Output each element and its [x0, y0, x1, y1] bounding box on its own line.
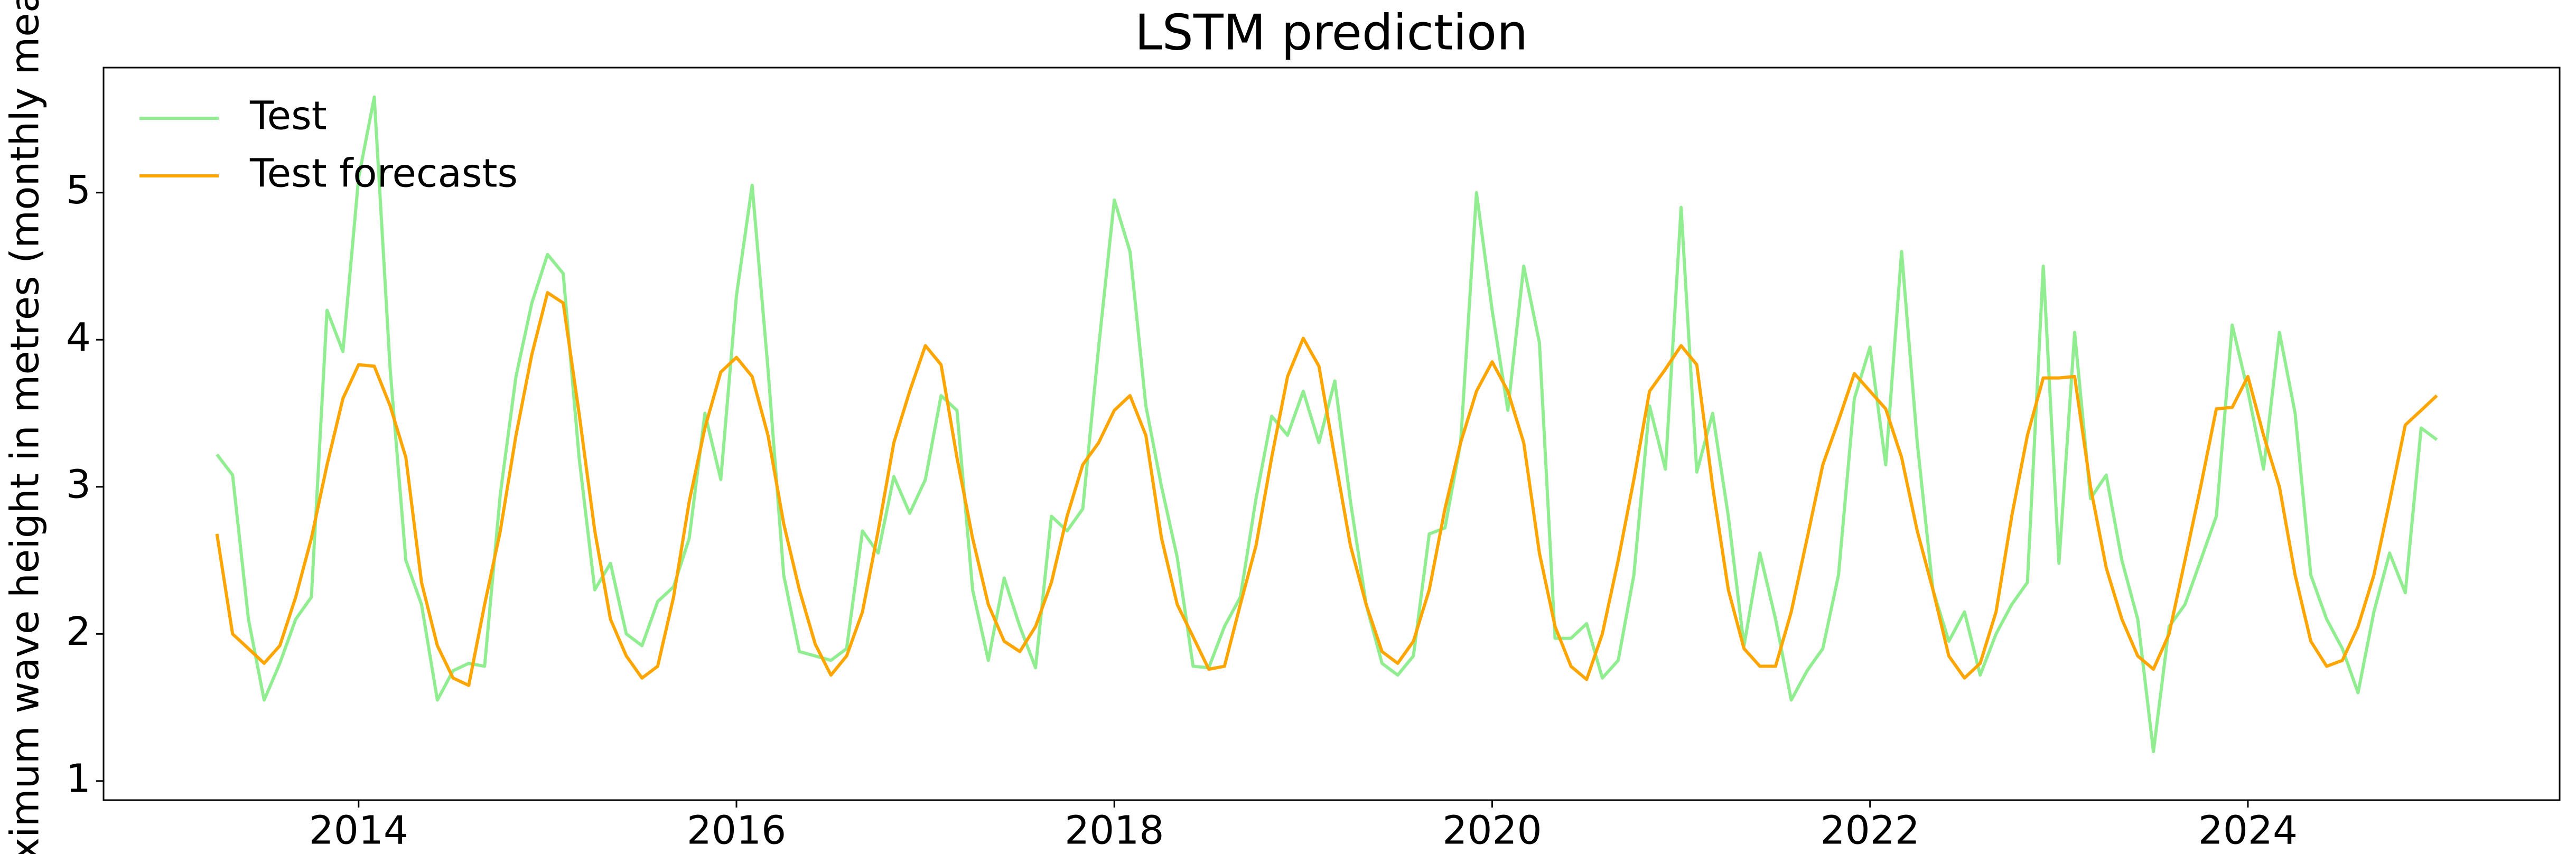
series-line	[215, 291, 2438, 687]
x-tick-label: 2022	[1821, 808, 1920, 853]
legend-label: Test	[249, 93, 327, 139]
chart-title: LSTM prediction	[1135, 4, 1528, 61]
series-line	[216, 95, 2438, 754]
x-tick-label: 2018	[1065, 808, 1164, 853]
y-tick-label: 1	[66, 756, 91, 801]
y-tick-label: 2	[66, 609, 91, 654]
x-tick-label: 2020	[1442, 808, 1542, 853]
y-tick-label: 4	[66, 315, 91, 360]
y-tick-label: 3	[66, 462, 91, 507]
x-tick-label: 2014	[309, 808, 408, 853]
y-axis-label: Maximum wave height in metres (monthly m…	[3, 0, 48, 854]
x-tick-label: 2024	[2198, 808, 2298, 853]
x-tick-label: 2016	[687, 808, 786, 853]
legend-label: Test forecasts	[249, 151, 518, 196]
y-tick-label: 5	[66, 167, 91, 213]
plot-frame	[102, 67, 2561, 801]
